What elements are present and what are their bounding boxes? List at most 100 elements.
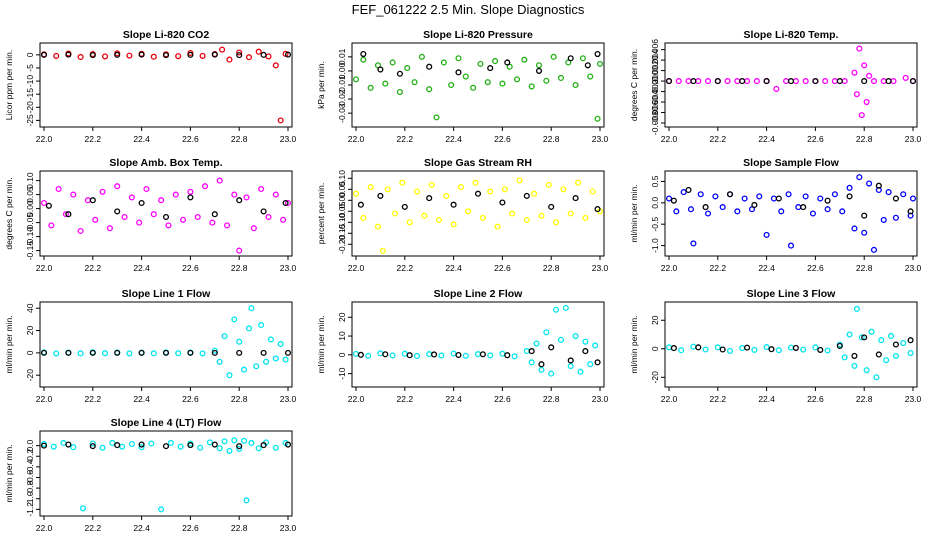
data-point <box>282 356 289 363</box>
points-layer <box>665 174 917 253</box>
data-point <box>875 351 882 358</box>
data-point <box>824 206 831 213</box>
data-point <box>484 79 491 86</box>
data-point <box>187 51 194 58</box>
data-point <box>70 444 77 451</box>
y-axis-label: degrees C per min. <box>629 49 639 121</box>
data-point <box>734 78 741 85</box>
data-point <box>690 343 697 350</box>
y-tick-label: 0 <box>337 352 347 357</box>
x-tick-label: 23.0 <box>280 263 297 273</box>
x-tick-label: 22.4 <box>133 523 150 533</box>
data-point <box>236 197 243 204</box>
data-point <box>457 184 464 191</box>
data-point <box>778 208 785 215</box>
data-point <box>892 341 899 348</box>
data-point <box>138 51 145 58</box>
data-point <box>433 114 440 121</box>
x-tick-label: 22.4 <box>133 263 150 273</box>
data-point <box>900 191 907 198</box>
panel-title: Slope Li-820 Temp. <box>744 29 839 41</box>
data-point <box>65 211 72 218</box>
data-point <box>712 193 719 200</box>
data-point <box>538 366 545 373</box>
data-point <box>187 188 194 195</box>
data-point <box>504 59 511 66</box>
data-point <box>861 62 868 69</box>
data-point <box>839 208 846 215</box>
data-point <box>150 350 157 357</box>
x-tick-label: 22.8 <box>856 134 873 144</box>
data-point <box>384 186 391 193</box>
data-point <box>352 76 360 83</box>
x-tick-label: 22.8 <box>231 134 248 144</box>
data-point <box>866 72 873 79</box>
data-point <box>880 216 887 223</box>
x-tick-label: 22.6 <box>494 263 511 273</box>
data-point <box>824 197 831 204</box>
data-point <box>236 49 243 56</box>
y-tick-label: -20 <box>650 371 660 384</box>
points-layer <box>40 46 292 124</box>
data-point <box>209 219 216 226</box>
plot-frame <box>664 170 918 257</box>
data-point <box>785 191 792 198</box>
data-point <box>763 78 770 85</box>
x-tick-label: 22.2 <box>710 263 727 273</box>
x-tick-label: 22.2 <box>710 134 727 144</box>
panel-title: Slope Gas Stream RH <box>424 157 532 169</box>
data-point <box>40 442 48 449</box>
data-point <box>553 219 560 226</box>
y-tick-label: 0.01 <box>337 48 347 65</box>
data-point <box>89 52 96 59</box>
data-point <box>367 184 374 191</box>
scatter-panel: Slope Amb. Box Temp. 22.0 22.2 22.4 22.6 22.8… <box>4 157 297 273</box>
x-tick-label: 23.0 <box>280 523 297 533</box>
data-point <box>216 177 223 184</box>
data-point <box>77 53 84 61</box>
data-point <box>824 347 831 354</box>
data-point <box>462 73 469 80</box>
data-point <box>567 55 574 62</box>
data-point <box>851 352 858 359</box>
data-point <box>873 374 880 381</box>
data-point <box>265 213 272 221</box>
data-point <box>562 304 569 311</box>
data-point <box>245 325 253 332</box>
data-point <box>48 222 55 229</box>
data-point <box>853 91 860 98</box>
data-point <box>365 352 372 359</box>
data-point <box>861 212 868 219</box>
data-point <box>538 361 545 368</box>
x-tick-label: 22.6 <box>182 134 199 144</box>
y-tick-label: -0.5 <box>650 217 660 232</box>
x-tick-label: 22.6 <box>807 394 824 404</box>
data-point <box>550 53 557 60</box>
data-point <box>812 78 819 85</box>
y-tick-label: -0.10 <box>337 212 347 232</box>
data-point <box>702 204 709 211</box>
data-point <box>377 66 384 73</box>
y-tick-label: 0.10 <box>25 172 35 189</box>
data-point <box>219 46 226 53</box>
points-layer <box>352 50 604 122</box>
data-point <box>751 201 758 208</box>
data-point <box>474 190 482 197</box>
data-point <box>594 115 601 122</box>
data-point <box>513 76 521 83</box>
data-point <box>426 195 433 202</box>
points-layer <box>40 437 292 513</box>
x-tick-label: 22.0 <box>36 394 53 404</box>
data-point <box>751 346 758 353</box>
data-point <box>714 344 721 351</box>
data-point <box>670 345 677 352</box>
y-tick-label: -0.10 <box>25 227 35 247</box>
data-point <box>84 197 91 204</box>
data-point <box>817 346 824 353</box>
data-point <box>450 350 457 357</box>
x-tick-label: 22.0 <box>661 394 678 404</box>
data-point <box>885 189 892 196</box>
data-point <box>150 211 157 218</box>
data-point <box>545 181 552 188</box>
